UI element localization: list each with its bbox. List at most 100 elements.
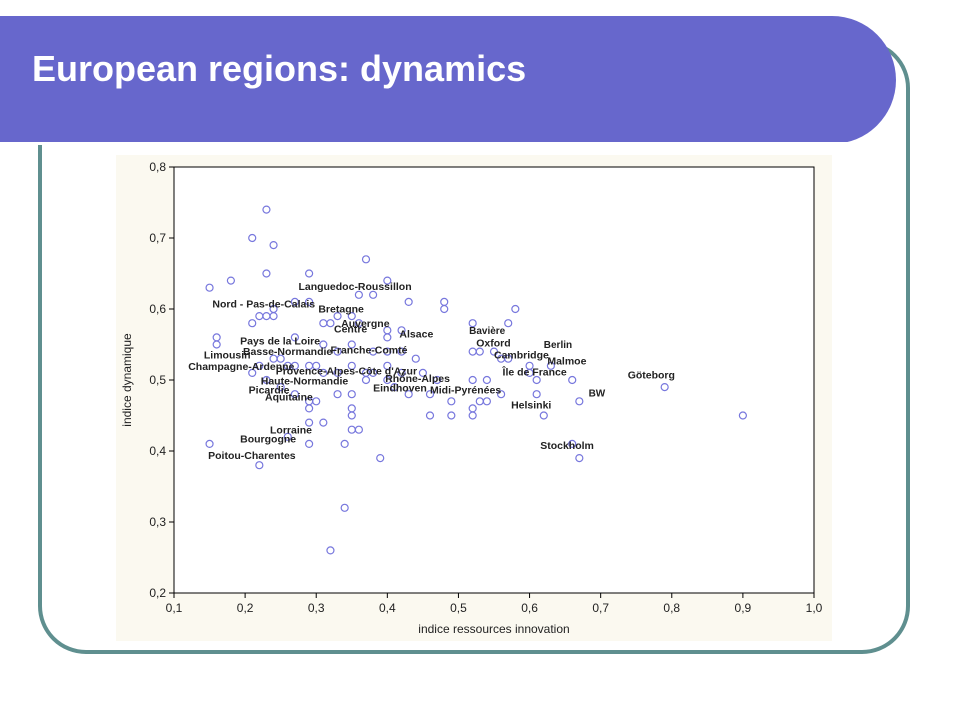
data-point xyxy=(326,319,335,328)
data-point xyxy=(276,354,285,363)
x-axis-label: indice ressources innovation xyxy=(418,622,569,636)
data-point xyxy=(489,347,499,356)
data-point xyxy=(290,361,299,370)
data-point xyxy=(305,439,314,448)
point-labels: Languedoc-Roussillon Nord - Pas-de-Calais… xyxy=(188,281,675,462)
data-point xyxy=(575,397,584,406)
data-point xyxy=(290,333,299,342)
data-point xyxy=(568,375,577,385)
data-point xyxy=(212,340,221,349)
data-point xyxy=(205,439,214,448)
point-label: Île de France xyxy=(502,366,567,379)
data-point xyxy=(255,361,264,370)
data-point xyxy=(738,411,747,420)
x-tick-label: 0,8 xyxy=(663,601,680,615)
x-tick-label: 0,9 xyxy=(735,601,752,615)
data-point xyxy=(347,361,356,370)
point-label: Malmoe xyxy=(547,355,586,367)
data-point xyxy=(347,340,356,349)
data-point xyxy=(276,383,285,392)
data-point xyxy=(369,290,378,299)
y-axis-label: indice dynamique xyxy=(120,333,134,427)
plot-area xyxy=(173,166,815,594)
point-label: BW xyxy=(589,388,606,399)
data-point xyxy=(262,269,271,278)
data-point xyxy=(340,503,349,512)
data-point xyxy=(383,347,392,356)
y-tick-label: 0,2 xyxy=(149,586,166,600)
data-point xyxy=(447,397,456,406)
data-point xyxy=(525,368,534,377)
scatter-chart: 0,1 0,2 0,3 0,4 0,5 0,6 0,7 0,8 0,9 1,0 0,2 0,3 0,4 0… xyxy=(116,155,832,641)
data-point xyxy=(354,319,363,328)
data-point xyxy=(269,312,278,321)
point-label: Provence-Alpes-Côte d'Azur xyxy=(276,365,417,377)
data-points xyxy=(205,205,747,555)
x-tick-label: 0,7 xyxy=(592,601,609,615)
data-point xyxy=(397,347,406,356)
data-point xyxy=(333,347,342,356)
data-point xyxy=(504,319,513,328)
data-point xyxy=(532,390,541,399)
data-point xyxy=(468,375,477,385)
data-point xyxy=(361,375,371,385)
data-point xyxy=(383,333,392,342)
x-tick-label: 0,2 xyxy=(237,601,254,615)
data-point xyxy=(390,383,399,392)
data-point xyxy=(333,368,342,377)
point-label: Poitou-Charentes xyxy=(208,450,296,462)
point-label: Auvergne xyxy=(341,318,390,330)
data-point xyxy=(205,283,214,292)
data-point xyxy=(369,368,378,377)
point-label: Bavière xyxy=(469,326,506,337)
point-label: Göteborg xyxy=(628,370,675,382)
y-tick-label: 0,3 xyxy=(149,515,166,529)
data-point xyxy=(290,390,299,399)
data-point xyxy=(504,354,513,363)
data-point xyxy=(440,304,449,314)
data-point xyxy=(433,375,442,385)
point-label: Limousin xyxy=(204,350,251,362)
data-point xyxy=(532,375,541,385)
x-tick-label: 0,6 xyxy=(521,601,538,615)
y-tick-label: 0,7 xyxy=(149,231,166,245)
data-point xyxy=(383,276,392,285)
data-point xyxy=(305,297,314,306)
point-label: Berlin xyxy=(544,340,572,351)
data-point xyxy=(347,390,356,399)
data-point xyxy=(312,397,321,406)
slide-title: European regions: dynamics xyxy=(32,48,527,89)
point-label: Centre xyxy=(334,323,367,335)
data-point xyxy=(397,326,406,335)
data-point xyxy=(418,368,427,377)
data-point xyxy=(283,432,292,441)
data-point xyxy=(319,340,328,349)
data-point xyxy=(497,390,506,399)
data-point xyxy=(262,375,271,385)
point-label: Cambridge xyxy=(494,350,549,362)
data-point xyxy=(511,304,520,314)
data-point xyxy=(312,361,321,370)
data-point xyxy=(319,418,328,427)
data-point xyxy=(475,347,484,356)
data-point xyxy=(333,312,342,321)
y-tick-label: 0,8 xyxy=(149,160,166,174)
data-point xyxy=(262,205,271,214)
point-label: Aquitaine xyxy=(265,392,313,404)
point-label: Lorraine xyxy=(270,424,312,436)
point-label: Pays de la Loire xyxy=(240,336,320,348)
data-point xyxy=(340,439,349,448)
data-point xyxy=(248,368,257,377)
data-point xyxy=(326,546,335,555)
data-point xyxy=(575,454,584,463)
data-point xyxy=(468,319,477,328)
data-point xyxy=(248,319,257,328)
point-label: Basse-Normandie xyxy=(243,346,332,358)
data-point xyxy=(539,411,548,420)
y-tick-label: 0,5 xyxy=(149,373,166,387)
data-point xyxy=(383,361,392,370)
title-underline xyxy=(0,142,848,145)
data-point xyxy=(305,404,314,413)
data-point xyxy=(290,297,299,306)
point-label: Stockholm xyxy=(540,440,594,452)
